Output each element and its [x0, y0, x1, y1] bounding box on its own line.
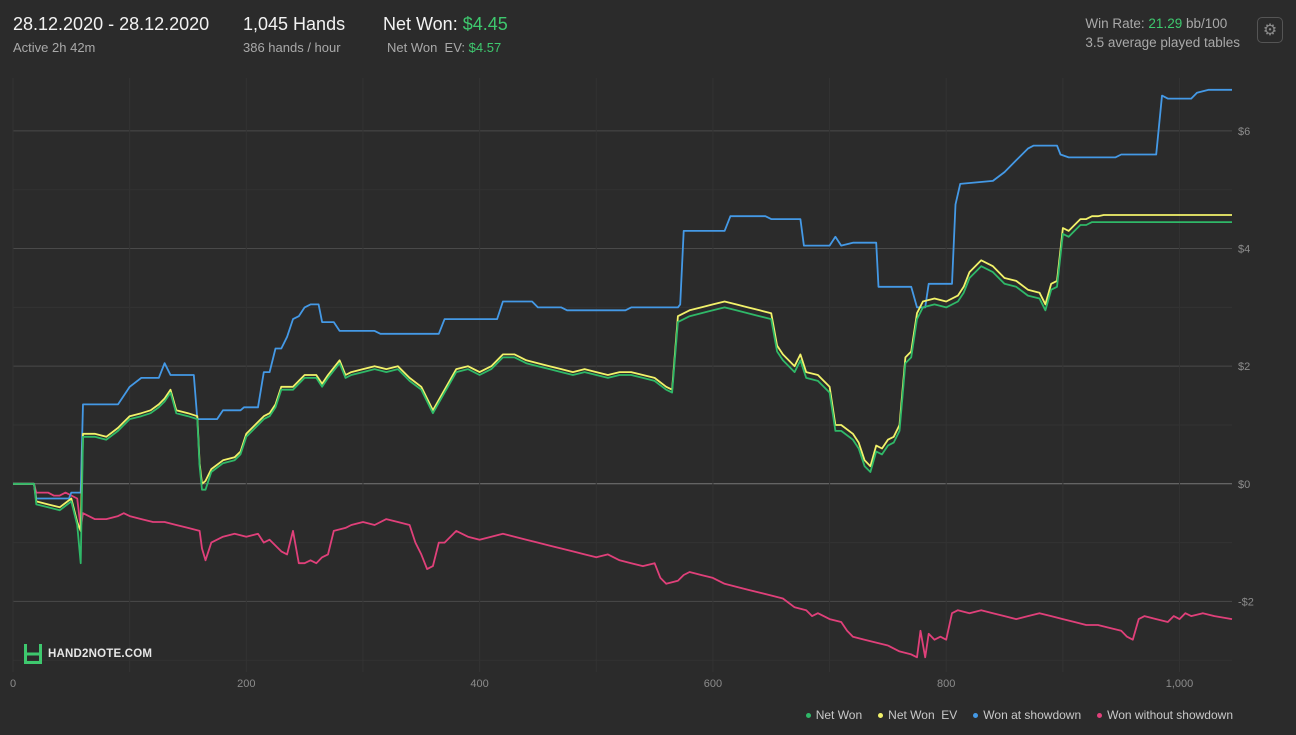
- avg-tables: 3.5 average played tables: [1085, 35, 1240, 50]
- legend-dot-icon: [805, 712, 811, 718]
- legend-dot-icon: [878, 712, 884, 718]
- gear-icon: ⚙: [1262, 22, 1278, 39]
- date-range: 28.12.2020 - 28.12.2020: [13, 14, 210, 34]
- x-tick-label: 0: [10, 678, 16, 690]
- x-tick-label: 800: [937, 678, 955, 690]
- hand2note-logo: HAND2NOTE.COM: [23, 643, 152, 665]
- y-tick-label: $4: [1238, 244, 1250, 256]
- series-line-won-without-showdown: [13, 482, 1233, 659]
- legend-label: Net Won: [815, 708, 863, 722]
- y-tick-label: $0: [1238, 479, 1250, 491]
- y-axis-ticks: $6 $4 $2 $0 -$2: [1238, 126, 1254, 608]
- x-tick-label: 200: [237, 678, 255, 690]
- net-won-ev: Net Won EV: $4.57: [383, 40, 508, 55]
- win-rate-unit: bb/100: [1185, 16, 1228, 31]
- win-rate-block: Win Rate: 21.29 bb/100 3.5 average playe…: [1085, 16, 1240, 50]
- legend-item-won-without-showdown[interactable]: Won without showdown: [1097, 708, 1233, 722]
- win-rate: Win Rate: 21.29 bb/100: [1085, 16, 1240, 31]
- net-won: Net Won: $4.45: [383, 14, 508, 35]
- net-won-label: Net Won:: [383, 14, 458, 34]
- legend-label: Net Won EV: [888, 708, 958, 722]
- legend-label: Won without showdown: [1107, 708, 1233, 722]
- series-line-net-won: [13, 221, 1232, 565]
- x-tick-label: 1,000: [1166, 678, 1194, 690]
- net-won-value: $4.45: [462, 14, 508, 34]
- y-tick-label: -$2: [1238, 596, 1254, 608]
- legend-dot-icon: [1097, 712, 1103, 718]
- win-rate-value: 21.29: [1148, 16, 1183, 31]
- y-tick-label: $2: [1238, 361, 1250, 373]
- hands-block: 1,045 Hands 386 hands / hour: [243, 14, 345, 55]
- legend-item-net-won[interactable]: Net Won: [805, 708, 863, 722]
- legend-item-net-won-ev[interactable]: Net Won EV: [878, 708, 957, 722]
- y-tick-label: $6: [1238, 126, 1250, 138]
- hands-count: 1,045 Hands: [243, 14, 346, 34]
- active-time: Active 2h 42m: [13, 40, 96, 55]
- date-range-block: 28.12.2020 - 28.12.2020 Active 2h 42m: [13, 14, 209, 55]
- settings-button[interactable]: ⚙: [1257, 17, 1283, 43]
- chart-lines: [13, 88, 1233, 659]
- x-tick-label: 600: [704, 678, 722, 690]
- net-won-block: Net Won: $4.45 Net Won EV: $4.57: [383, 14, 508, 55]
- net-won-ev-label: Net Won EV:: [387, 40, 466, 55]
- hands-per-hour: 386 hands / hour: [243, 40, 341, 55]
- h2n-logo-icon: [24, 644, 42, 664]
- x-axis-ticks: 0 200 400 600 800 1,000: [10, 678, 1193, 690]
- logo-text: HAND2NOTE.COM: [48, 648, 153, 660]
- chart-legend: Net Won Net Won EV Won at showdown Won with…: [805, 708, 1233, 722]
- legend-label: Won at showdown: [983, 708, 1082, 722]
- x-tick-label: 400: [470, 678, 488, 690]
- series-line-won-at-showdown: [13, 88, 1232, 500]
- legend-dot-icon: [973, 712, 979, 718]
- legend-item-won-at-showdown[interactable]: Won at showdown: [973, 708, 1081, 722]
- win-rate-label: Win Rate:: [1085, 16, 1145, 31]
- net-won-ev-value: $4.57: [468, 40, 502, 55]
